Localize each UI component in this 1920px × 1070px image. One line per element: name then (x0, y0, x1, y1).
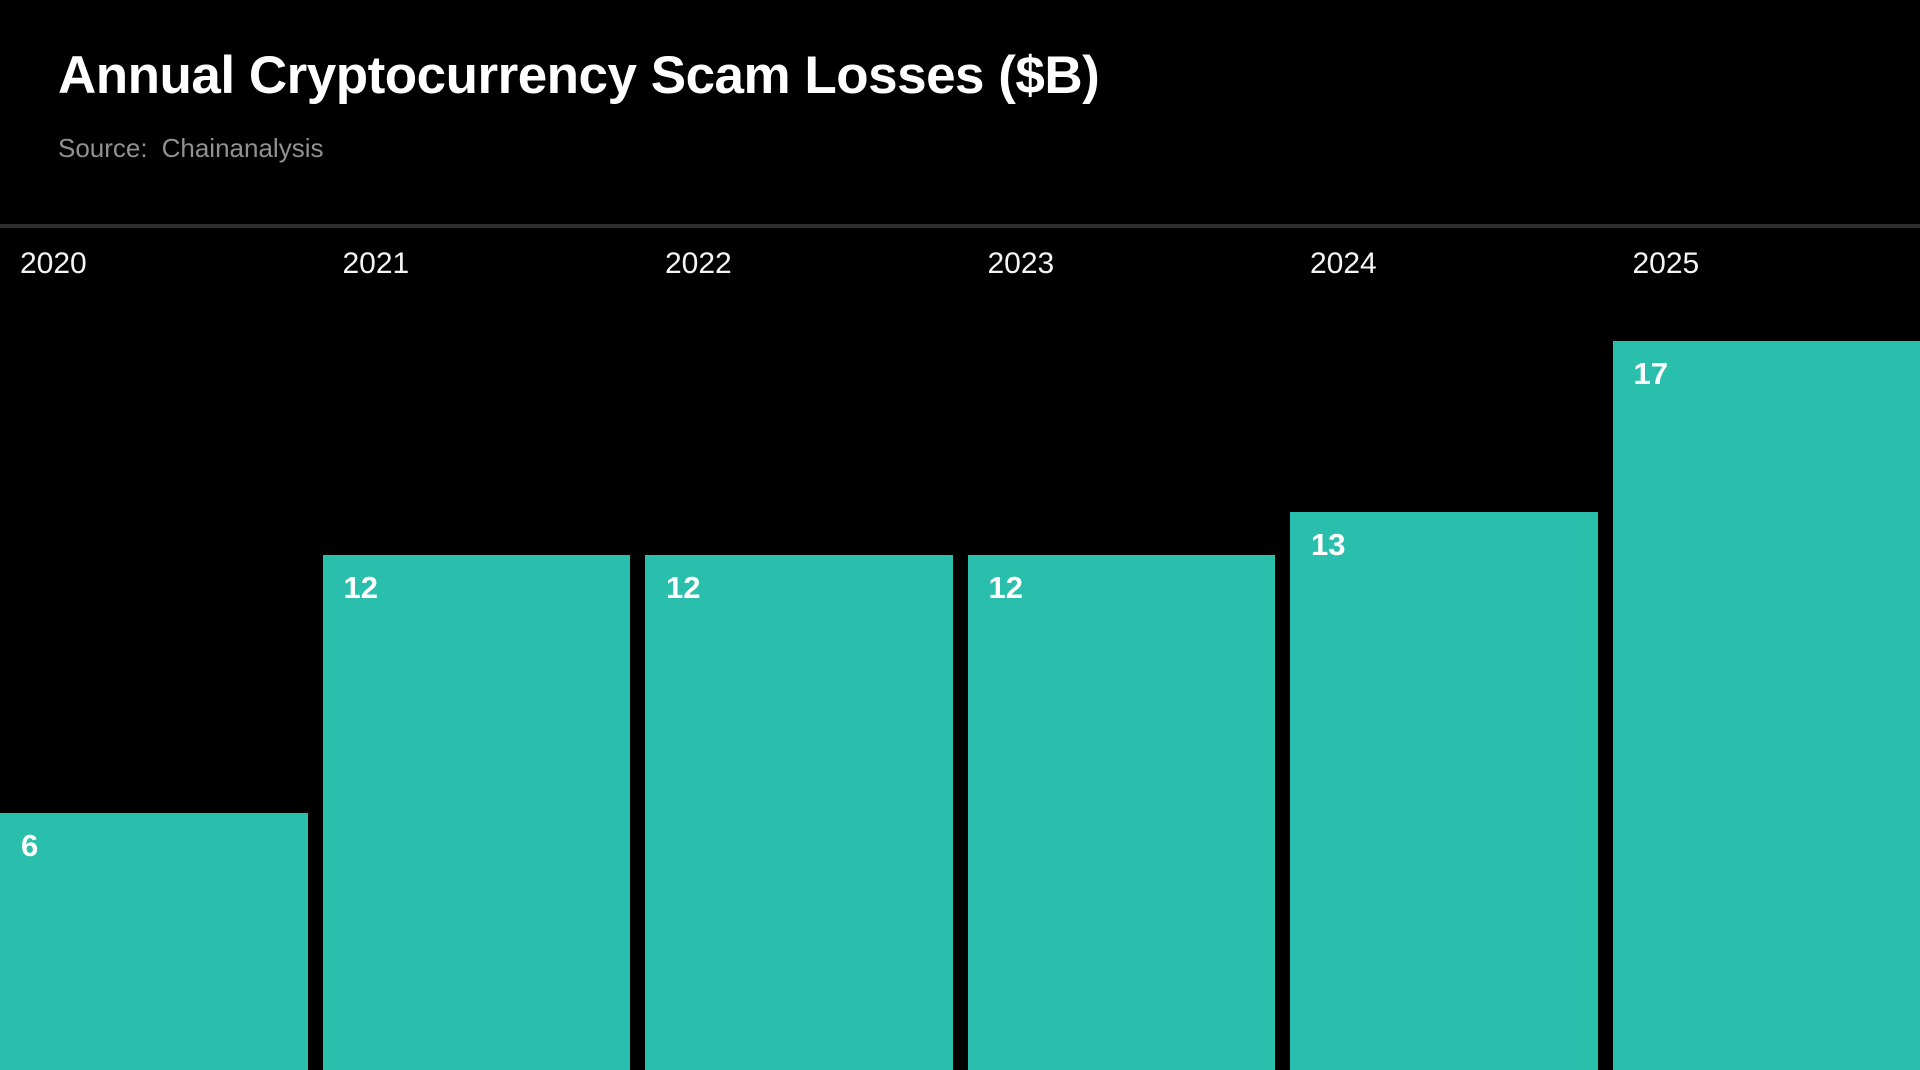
source-label: Source: (58, 133, 148, 163)
bar-2021: 12 (323, 555, 631, 1070)
source-line: Source: Chainanalysis (58, 132, 323, 165)
bar-2023: 12 (968, 555, 1276, 1070)
bar-2022: 12 (645, 555, 953, 1070)
header-divider (0, 224, 1920, 228)
bar-2025: 17 (1613, 341, 1920, 1070)
bar-value-label-2021: 12 (323, 555, 631, 606)
x-tick-2021: 2021 (323, 247, 631, 282)
bar-value-label-2023: 12 (968, 555, 1276, 606)
bar-value-label-2020: 6 (0, 813, 308, 864)
x-tick-2022: 2022 (645, 247, 953, 282)
chart-header: Annual Cryptocurrency Scam Losses ($B) S… (0, 0, 1920, 224)
bar-value-label-2024: 13 (1290, 512, 1598, 563)
bar-2020: 6 (0, 813, 308, 1070)
x-axis-labels: 2020 2021 2022 2023 2024 2025 (0, 247, 1920, 282)
x-tick-2024: 2024 (1290, 247, 1598, 282)
page-title: Annual Cryptocurrency Scam Losses ($B) (58, 44, 1099, 108)
bar-value-label-2022: 12 (645, 555, 953, 606)
bar-value-label-2025: 17 (1613, 341, 1920, 392)
x-tick-2023: 2023 (968, 247, 1276, 282)
x-tick-2020: 2020 (0, 247, 308, 282)
x-tick-2025: 2025 (1613, 247, 1920, 282)
source-value: Chainanalysis (162, 133, 324, 163)
bar-2024: 13 (1290, 512, 1598, 1070)
bar-chart: 6 12 12 12 13 17 (0, 341, 1920, 1070)
